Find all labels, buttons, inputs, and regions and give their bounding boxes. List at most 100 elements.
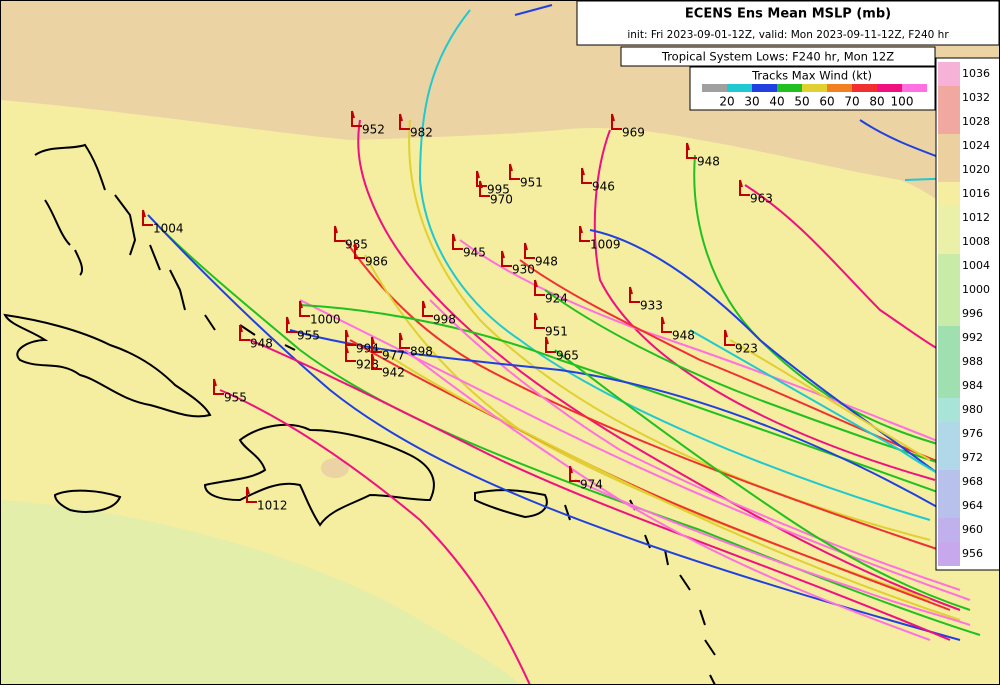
low-marker — [334, 225, 345, 242]
low-marker — [501, 250, 512, 267]
low-marker — [686, 142, 697, 159]
low-marker — [534, 279, 545, 296]
low-label: 955 — [224, 391, 247, 405]
colorbar-cell — [938, 542, 960, 566]
low-marker — [371, 336, 382, 353]
colorbar-label: 964 — [962, 499, 983, 512]
legend-label: 50 — [794, 95, 809, 109]
low-label: 933 — [640, 299, 663, 313]
colorbar-label: 988 — [962, 355, 983, 368]
colorbar-cell — [938, 158, 960, 182]
colorbar-label: 1004 — [962, 259, 990, 272]
legend-title: Tracks Max Wind (kt) — [751, 69, 872, 83]
track — [574, 479, 971, 626]
colorbar-cell — [938, 254, 960, 278]
low-label: 1000 — [310, 313, 341, 327]
low-marker — [213, 378, 224, 395]
legend-swatch — [902, 84, 927, 92]
legend-label: 80 — [869, 95, 884, 109]
legend-swatch — [827, 84, 852, 92]
system-box — [620, 46, 936, 67]
low-marker — [299, 300, 310, 317]
colorbar-label: 1012 — [962, 211, 990, 224]
colorbar-cell — [938, 134, 960, 158]
low-marker — [476, 170, 487, 187]
low-label: 955 — [297, 329, 320, 343]
low-marker — [524, 242, 535, 259]
low-label: 995 — [487, 183, 510, 197]
low-label: 963 — [750, 192, 773, 206]
subtitle: init: Fri 2023-09-01-12Z, valid: Mon 202… — [627, 29, 949, 41]
colorbar-label: 1032 — [962, 91, 990, 104]
low-marker — [724, 329, 735, 346]
low-marker — [239, 324, 250, 341]
track — [459, 239, 961, 451]
low-label: 951 — [545, 325, 568, 339]
colorbar-label: 972 — [962, 451, 983, 464]
low-marker — [452, 233, 463, 250]
low-label: 974 — [580, 478, 603, 492]
low-marker — [399, 113, 410, 130]
low-label: 952 — [362, 123, 385, 137]
low-marker — [354, 242, 365, 259]
legend-swatch — [777, 84, 802, 92]
colorbar-cell — [938, 110, 960, 134]
colorbar-cell — [938, 230, 960, 254]
colorbar-label: 984 — [962, 379, 983, 392]
track — [514, 4, 553, 16]
low-label: 977 — [382, 349, 405, 363]
colorbar-cell — [938, 206, 960, 230]
track — [289, 329, 961, 521]
low-label: 945 — [463, 246, 486, 260]
low-label: 965 — [556, 349, 579, 363]
track — [147, 214, 981, 636]
colorbar-label: 1036 — [962, 67, 990, 80]
legend-swatch — [702, 84, 727, 92]
legend-swatch — [877, 84, 902, 92]
colorbar-label: 1020 — [962, 163, 990, 176]
colorbar-cell — [938, 350, 960, 374]
track — [554, 349, 971, 611]
low-label: 948 — [672, 329, 695, 343]
track — [147, 214, 961, 641]
low-marker — [351, 110, 362, 127]
track — [357, 119, 961, 611]
low-label: 1004 — [153, 222, 184, 236]
low-label: 986 — [365, 255, 388, 269]
colorbar-label: 960 — [962, 523, 983, 536]
low-label: 948 — [535, 255, 558, 269]
low-label: 923 — [735, 342, 758, 356]
colorbar-label: 996 — [962, 307, 983, 320]
colorbar-cell — [938, 374, 960, 398]
low-label: 946 — [592, 180, 615, 194]
title-box — [576, 0, 1000, 46]
low-label: 1012 — [257, 499, 288, 513]
title: ECENS Ens Mean MSLP (mb) — [685, 7, 891, 22]
colorbar-cell — [938, 422, 960, 446]
track — [589, 229, 961, 491]
colorbar-label: 1028 — [962, 115, 990, 128]
colorbar-label: 968 — [962, 475, 983, 488]
low-marker — [579, 225, 590, 242]
low-marker — [739, 179, 750, 196]
low-marker — [569, 465, 580, 482]
legend-label: 70 — [844, 95, 859, 109]
colorbar-label: 980 — [962, 403, 983, 416]
low-marker — [629, 286, 640, 303]
legend-label: 100 — [891, 95, 914, 109]
low-marker — [661, 316, 672, 333]
colorbar-cell — [938, 302, 960, 326]
low-label: 982 — [410, 126, 433, 140]
low-contour-area — [0, 500, 520, 685]
colorbar-cell — [938, 326, 960, 350]
legend-swatch — [802, 84, 827, 92]
low-marker — [246, 486, 257, 503]
colorbar-cell — [938, 494, 960, 518]
colorbar-label: 1024 — [962, 139, 990, 152]
colorbar: 1036 1032 1028 1024 1020 1016 1012 1008 1004 1000… — [935, 57, 1000, 571]
land-contour — [321, 458, 349, 478]
low-label: 948 — [250, 337, 273, 351]
colorbar-cell — [938, 278, 960, 302]
low-label: 994 — [356, 342, 379, 356]
colorbar-cell — [938, 446, 960, 470]
